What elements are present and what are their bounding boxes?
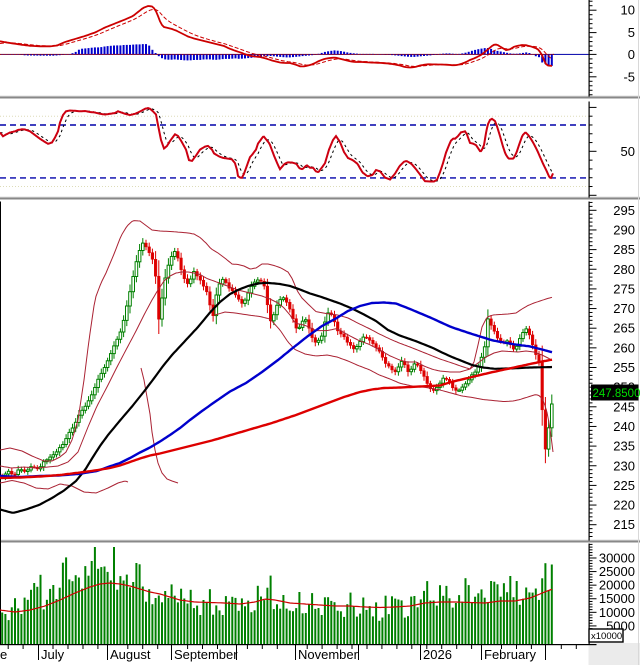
svg-text:295: 295 bbox=[613, 203, 635, 218]
svg-text:50: 50 bbox=[621, 144, 635, 159]
svg-text:240: 240 bbox=[613, 419, 635, 434]
svg-text:5: 5 bbox=[628, 25, 635, 40]
svg-text:10: 10 bbox=[621, 3, 635, 18]
svg-text:2026: 2026 bbox=[423, 647, 452, 662]
svg-text:245: 245 bbox=[613, 399, 635, 414]
svg-text:July: July bbox=[41, 647, 65, 662]
svg-text:255: 255 bbox=[613, 360, 635, 375]
svg-text:260: 260 bbox=[613, 340, 635, 355]
svg-text:285: 285 bbox=[613, 242, 635, 257]
svg-text:e: e bbox=[0, 647, 7, 662]
svg-text:September: September bbox=[174, 647, 238, 662]
svg-text:230: 230 bbox=[613, 458, 635, 473]
svg-text:290: 290 bbox=[613, 222, 635, 237]
svg-text:February: February bbox=[484, 647, 537, 662]
svg-text:235: 235 bbox=[613, 439, 635, 454]
svg-text:215: 215 bbox=[613, 517, 635, 532]
svg-text:247.8500: 247.8500 bbox=[593, 388, 640, 400]
svg-text:30000: 30000 bbox=[599, 550, 635, 565]
svg-text:-5: -5 bbox=[623, 69, 635, 84]
svg-text:August: August bbox=[110, 647, 151, 662]
svg-text:270: 270 bbox=[613, 301, 635, 316]
svg-text:15000: 15000 bbox=[599, 591, 635, 606]
svg-text:225: 225 bbox=[613, 478, 635, 493]
svg-text:x10000: x10000 bbox=[591, 631, 622, 642]
svg-text:0: 0 bbox=[628, 47, 635, 62]
svg-text:November: November bbox=[298, 647, 359, 662]
svg-text:25000: 25000 bbox=[599, 564, 635, 579]
svg-text:220: 220 bbox=[613, 498, 635, 513]
svg-text:275: 275 bbox=[613, 281, 635, 296]
svg-text:10000: 10000 bbox=[599, 605, 635, 620]
svg-text:265: 265 bbox=[613, 321, 635, 336]
svg-text:280: 280 bbox=[613, 262, 635, 277]
svg-text:20000: 20000 bbox=[599, 578, 635, 593]
